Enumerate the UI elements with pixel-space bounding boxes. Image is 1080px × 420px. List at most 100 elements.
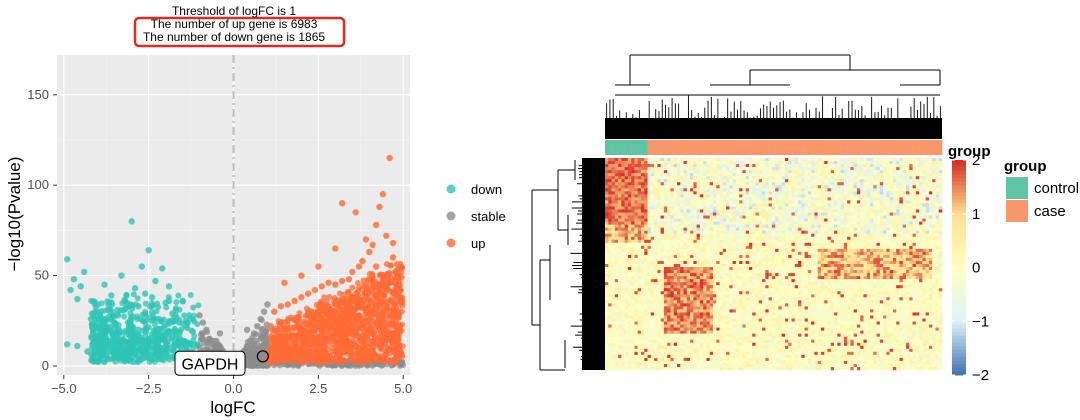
heatmap-cell (706, 176, 710, 180)
down-point (148, 294, 156, 301)
heatmap-cell (726, 197, 730, 201)
heatmap-cell (732, 209, 737, 213)
heatmap-cell (863, 188, 868, 192)
heatmap-cell (712, 167, 717, 171)
heatmap-cell (765, 194, 769, 198)
up-point (393, 315, 400, 322)
heatmap-cell (909, 188, 913, 192)
heatmap-cell (631, 170, 635, 174)
heatmap-cell (614, 212, 619, 216)
up-point (340, 357, 347, 364)
heatmap-cell (856, 185, 861, 189)
heatmap-cell (850, 188, 854, 192)
heatmap-cell (660, 209, 665, 213)
heatmap-cell (758, 197, 763, 201)
heatmap-cell (798, 185, 802, 189)
down-point (166, 320, 173, 327)
up-point (301, 330, 308, 337)
up-point (276, 352, 283, 359)
heatmap-cell (883, 203, 887, 207)
group-annotation-control (618, 140, 622, 155)
heatmap-cell (817, 212, 822, 216)
heatmap-cell (853, 194, 858, 198)
heatmap-cell (654, 182, 658, 186)
heatmap-cell (647, 188, 652, 192)
heatmap-cell (696, 185, 701, 189)
heatmap-cell (886, 206, 890, 210)
heatmap-cell (840, 194, 845, 198)
heatmap-cell (742, 185, 746, 189)
heatmap-cell (870, 158, 874, 162)
up-point (268, 332, 275, 339)
up-point (291, 346, 298, 353)
up-point (369, 345, 376, 352)
heatmap-cell (850, 170, 854, 174)
heatmap-cell (748, 179, 753, 183)
down-point (141, 347, 148, 354)
up-point (327, 334, 334, 341)
down-point (95, 338, 102, 345)
heatmap-cell (735, 200, 740, 204)
heatmap-cell (696, 167, 701, 171)
heatmap-cell (742, 197, 746, 201)
heatmap-cell (673, 170, 678, 174)
heatmap-cell (716, 167, 720, 171)
heatmap-cell (781, 200, 786, 204)
heatmap-cell (748, 203, 753, 207)
heatmap-cell (866, 188, 871, 192)
heatmap-cell (676, 161, 681, 165)
group-annotation-case (745, 140, 750, 155)
heatmap-cell (794, 170, 799, 174)
heatmap-cell (618, 173, 622, 177)
heatmap-cell (886, 188, 890, 192)
down-point (179, 337, 186, 344)
heatmap-cell (909, 206, 913, 210)
heatmap-cell (873, 212, 877, 216)
annotation-line-3: The number of down gene is 1865 (143, 30, 325, 44)
heatmap-cell (781, 212, 786, 216)
heatmap-cell (716, 191, 720, 195)
down-point (123, 292, 130, 299)
heatmap-cell (912, 182, 917, 186)
heatmap-cell (856, 191, 861, 195)
x-tick-label: 5.0 (394, 381, 412, 396)
heatmap-cell (729, 176, 733, 180)
group-annotation-case (758, 140, 763, 155)
heatmap-cell (670, 164, 675, 168)
heatmap-cell (771, 188, 776, 192)
heatmap-cell (696, 188, 701, 192)
heatmap-cell (699, 206, 704, 210)
heatmap-cell (745, 188, 750, 192)
stable-point (264, 301, 271, 308)
heatmap-cell (879, 170, 884, 174)
heatmap-cell (879, 167, 884, 171)
heatmap-cell (892, 188, 897, 192)
heatmap-cell (794, 200, 799, 204)
heatmap-cell (654, 200, 658, 204)
heatmap-cell (748, 176, 753, 180)
heatmap-cell (765, 161, 769, 165)
heatmap-cell (605, 185, 609, 189)
heatmap-cell (834, 197, 838, 201)
heatmap-cell (781, 194, 786, 198)
heatmap-cell (611, 185, 616, 189)
heatmap-cell (709, 173, 714, 177)
heatmap-cell (644, 194, 648, 198)
stable-point (397, 362, 404, 369)
heatmap-cell (801, 176, 805, 180)
heatmap-cell (722, 203, 727, 207)
heatmap-cell (860, 173, 864, 177)
heatmap-cell (850, 158, 854, 162)
heatmap-cell (667, 176, 671, 180)
heatmap-cell (690, 182, 694, 186)
heatmap-cell (706, 179, 710, 183)
heatmap-cell (847, 203, 851, 207)
heatmap-cell (814, 212, 818, 216)
heatmap-cell (605, 206, 609, 210)
up-point (363, 314, 370, 321)
heatmap-cell (670, 200, 675, 204)
heatmap-cell (915, 182, 920, 186)
down-point (164, 351, 171, 358)
heatmap-cell (618, 206, 622, 210)
heatmap-cell (644, 176, 648, 180)
